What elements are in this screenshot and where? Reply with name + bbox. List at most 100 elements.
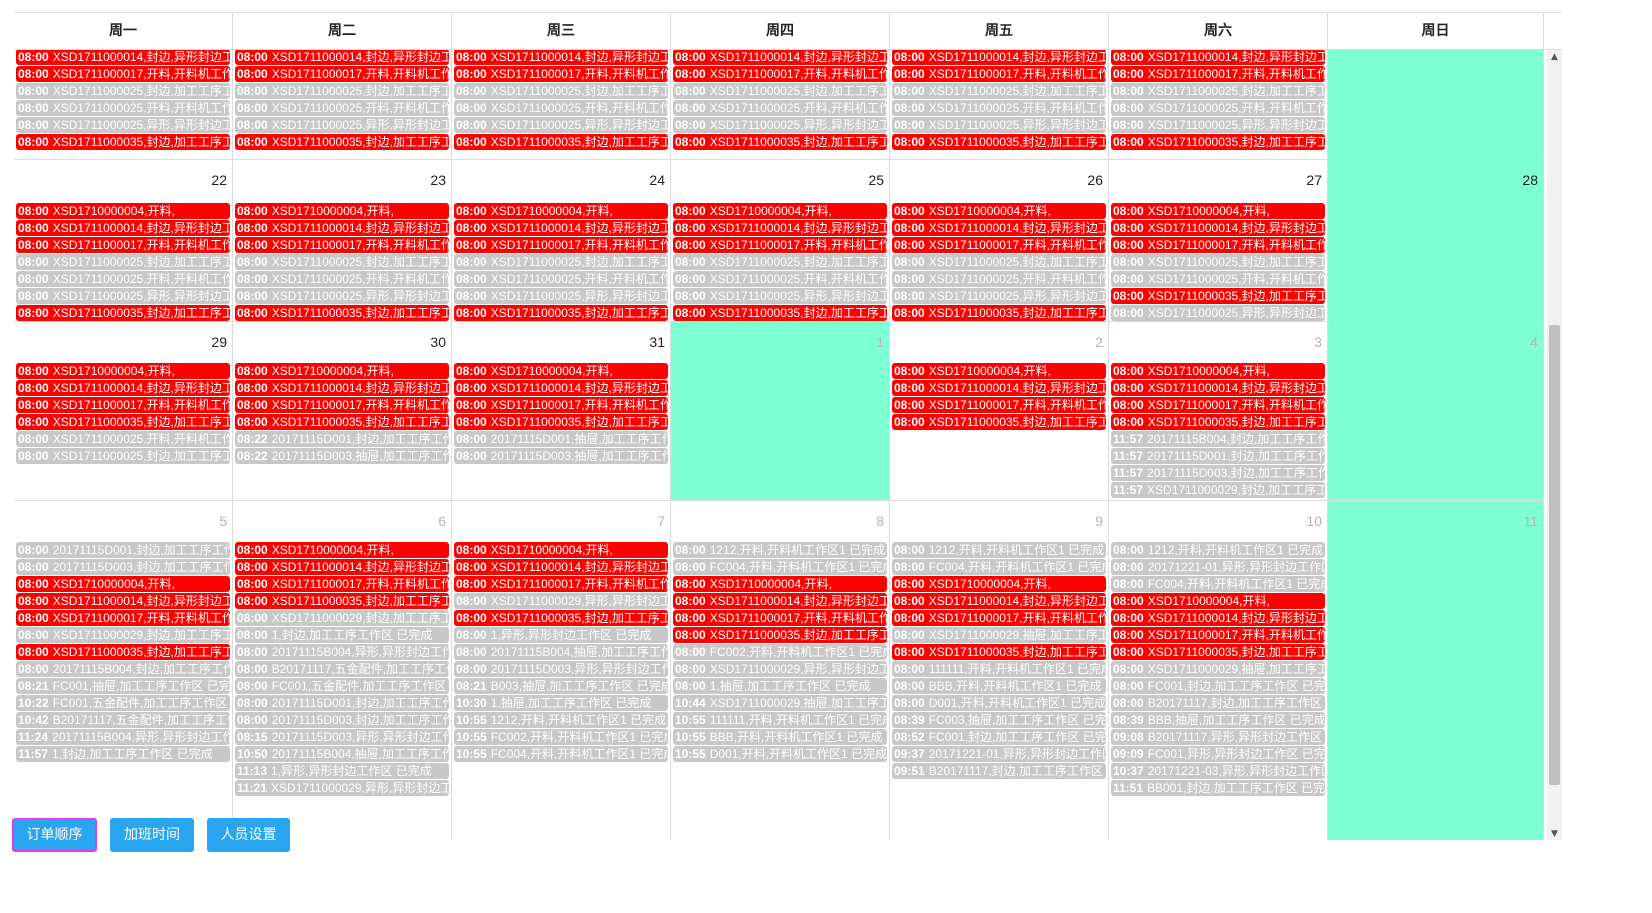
staff-settings-button[interactable]: 人员设置 [207,818,290,852]
schedule-event[interactable]: 08:00 XSD1710000004,开料, [892,203,1106,219]
schedule-event[interactable]: 08:00 XSD1711000025,开料,开料机工作区 [1111,100,1325,116]
overtime-button[interactable]: 加班时间 [110,818,194,852]
schedule-event[interactable]: 08:00 XSD1711000017,开料,开料机工作区 [235,397,449,413]
day-cell[interactable]: 30 08:00 XSD1710000004,开料, 08:00 XSD17110000… [233,322,452,501]
schedule-event[interactable]: 08:39 BBB,抽屉,加工工序工作区 已完成 [1111,712,1325,728]
schedule-event[interactable]: 08:00 XSD1710000004,开料, [892,576,1106,592]
schedule-event[interactable]: 08:00 XSD1711000017,开料,开料机工作区 [1111,397,1325,413]
schedule-event[interactable]: 08:00 XSD1711000025,开料,开料机工作区 [673,100,887,116]
order-sequence-button[interactable]: 订单顺序 [12,818,97,852]
day-cell[interactable]: 4 [1328,322,1544,501]
schedule-event[interactable]: 11:57 20171115D003,封边,加工工序工作区 [1111,465,1325,481]
schedule-event[interactable]: 08:00 XSD1711000017,开料,开料机工作区 [235,237,449,253]
day-cell[interactable]: 24 08:00 XSD1710000004,开料, 08:00 XSD17110000… [452,160,671,322]
schedule-event[interactable]: 10:55 FC004,开料,开料机工作区1 已完成 [454,746,668,762]
schedule-event[interactable]: 08:00 XSD1711000025,开料,开料机工作区 [16,431,230,447]
schedule-event[interactable]: 08:00 D001,开料,开料机工作区1 已完成 [892,695,1106,711]
schedule-event[interactable]: 08:00 XSD1710000004,开料, [235,363,449,379]
schedule-event[interactable]: 08:00 XSD1710000004,开料, [1111,203,1325,219]
schedule-event[interactable]: 08:00 20171115D003,封边,加工工序工作区 [235,712,449,728]
schedule-event[interactable]: 10:37 20171221-03,异形,异形封边工作区 [1111,763,1325,779]
day-cell[interactable]: 08:00XSD1711000014,封边,异形封边工作区08:00XSD171… [671,50,890,160]
schedule-event[interactable]: 08:00 1,抽屉,加工工序工作区 已完成 [673,678,887,694]
schedule-event[interactable]: 08:00 XSD1711000017,开料,开料机工作区 [673,237,887,253]
schedule-event[interactable]: 10:55 D001,开料,开料机工作区1 已完成 [673,746,887,762]
scroll-up-icon[interactable]: ▲ [1551,52,1558,62]
day-cell[interactable]: 9 08:00 1212,开料,开料机工作区1 已完成 08:00 FC004,开料,开… [890,501,1109,840]
schedule-event[interactable]: 08:00 1212,开料,开料机工作区1 已完成 [1111,542,1325,558]
schedule-event[interactable]: 08:00 XSD1710000004,开料, [16,576,230,592]
schedule-event[interactable]: 08:00 XSD1711000017,开料,开料机工作区 [16,397,230,413]
schedule-event[interactable]: 08:00 20171115B004,封边,加工工序工作区 [16,661,230,677]
schedule-event[interactable]: 08:00 XSD1710000004,开料, [235,542,449,558]
schedule-event[interactable]: 08:00 XSD1711000017,开料,开料机工作区 [454,66,668,82]
day-cell[interactable]: 08:00XSD1711000014,封边,异形封边工作区08:00XSD171… [890,50,1109,160]
schedule-event[interactable]: 08:00 20171115D003,封边,加工工序工作区 [16,559,230,575]
schedule-event[interactable]: 08:00 XSD1711000017,开料,开料机工作区 [1111,237,1325,253]
schedule-event[interactable]: 08:00 XSD1710000004,开料, [454,363,668,379]
schedule-event[interactable]: 08:00 XSD1711000017,开料,开料机工作区 [16,66,230,82]
schedule-event[interactable]: 08:00 XSD1711000017,开料,开料机工作区 [673,66,887,82]
schedule-event[interactable]: 08:00 XSD1711000017,开料,开料机工作区 [892,237,1106,253]
schedule-event[interactable]: 11:13 1,异形,异形封边工作区 已完成 [235,763,449,779]
day-cell[interactable]: 22 08:00 XSD1710000004,开料, 08:00 XSD17110000… [14,160,233,322]
schedule-event[interactable]: 08:00 1212,开料,开料机工作区1 已完成 [892,542,1106,558]
day-cell[interactable]: 23 08:00 XSD1710000004,开料, 08:00 XSD17110000… [233,160,452,322]
schedule-event[interactable]: 08:00 1,异形,异形封边工作区 已完成 [454,627,668,643]
day-cell[interactable]: 27 08:00 XSD1710000004,开料, 08:00 XSD17110000… [1109,160,1328,322]
schedule-event[interactable]: 11:57 20171115D001,封边,加工工序工作区 [1111,448,1325,464]
schedule-event[interactable]: 08:00 111111,开料,开料机工作区1 已完成 [892,661,1106,677]
schedule-event[interactable]: 08:21 B003,抽屉,加工工序工作区 已完成 [454,678,668,694]
day-cell[interactable]: 26 08:00 XSD1710000004,开料, 08:00 XSD17110000… [890,160,1109,322]
day-cell[interactable]: 10 08:00 1212,开料,开料机工作区1 已完成 08:00 20171221-… [1109,501,1328,840]
schedule-event[interactable]: 08:00 20171115D001,抽屉,加工工序工作区 [454,431,668,447]
day-cell[interactable]: 28 [1328,160,1544,322]
schedule-event[interactable]: 10:50 20171115B004,抽屉,加工工序工作区 [235,746,449,762]
schedule-event[interactable]: 08:00 20171115D001,封边,加工工序工作区 [16,542,230,558]
schedule-event[interactable]: 10:55 1212,开料,开料机工作区1 已完成 [454,712,668,728]
schedule-event[interactable]: 08:00 20171115D001,封边,加工工序工作区 [235,695,449,711]
schedule-event[interactable]: 08:00 FC004,开料,开料机工作区1 已完成 [892,559,1106,575]
schedule-event[interactable]: 08:00 20171115D003,异形,异形封边工作区 [454,661,668,677]
schedule-event[interactable]: 08:00 XSD1711000017,开料,开料机工作区 [454,237,668,253]
day-cell[interactable]: 7 08:00 XSD1710000004,开料, 08:00 XSD171100001… [452,501,671,840]
schedule-event[interactable]: 08:00 XSD1711000017,开料,开料机工作区 [673,610,887,626]
schedule-event[interactable]: 08:00 XSD1711000025,开料,开料机工作区 [892,271,1106,287]
